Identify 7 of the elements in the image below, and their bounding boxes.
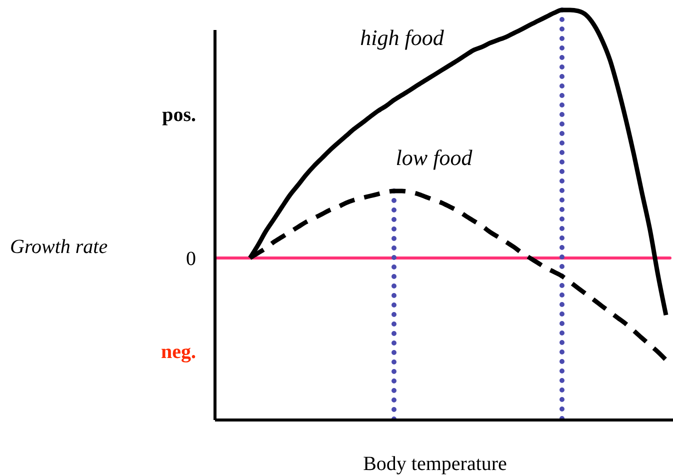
ref-line-label: 0 <box>186 248 196 270</box>
text: neg. <box>161 341 196 363</box>
series-label: low food <box>396 144 474 170</box>
text: pos. <box>162 104 196 126</box>
series-label: high food <box>360 25 445 50</box>
text: Growth rate <box>10 236 108 258</box>
x-axis-title: Body temperature <box>363 453 508 475</box>
